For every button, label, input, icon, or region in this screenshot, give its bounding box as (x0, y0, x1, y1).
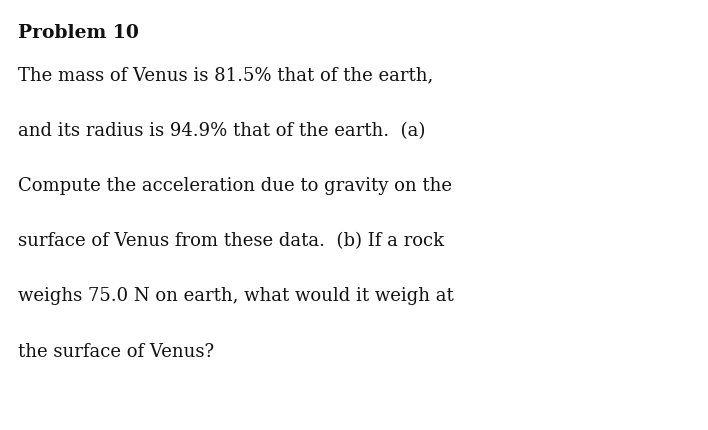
Text: The mass of Venus is 81.5% that of the earth,: The mass of Venus is 81.5% that of the e… (18, 67, 433, 85)
Text: the surface of Venus?: the surface of Venus? (18, 342, 214, 360)
Text: surface of Venus from these data.  (b) If a rock: surface of Venus from these data. (b) If… (18, 232, 444, 250)
Text: weighs 75.0 N on earth, what would it weigh at: weighs 75.0 N on earth, what would it we… (18, 287, 453, 305)
Text: and its radius is 94.9% that of the earth.  (a): and its radius is 94.9% that of the eart… (18, 122, 425, 140)
Text: Compute the acceleration due to gravity on the: Compute the acceleration due to gravity … (18, 177, 452, 195)
Text: Problem 10: Problem 10 (18, 24, 139, 42)
